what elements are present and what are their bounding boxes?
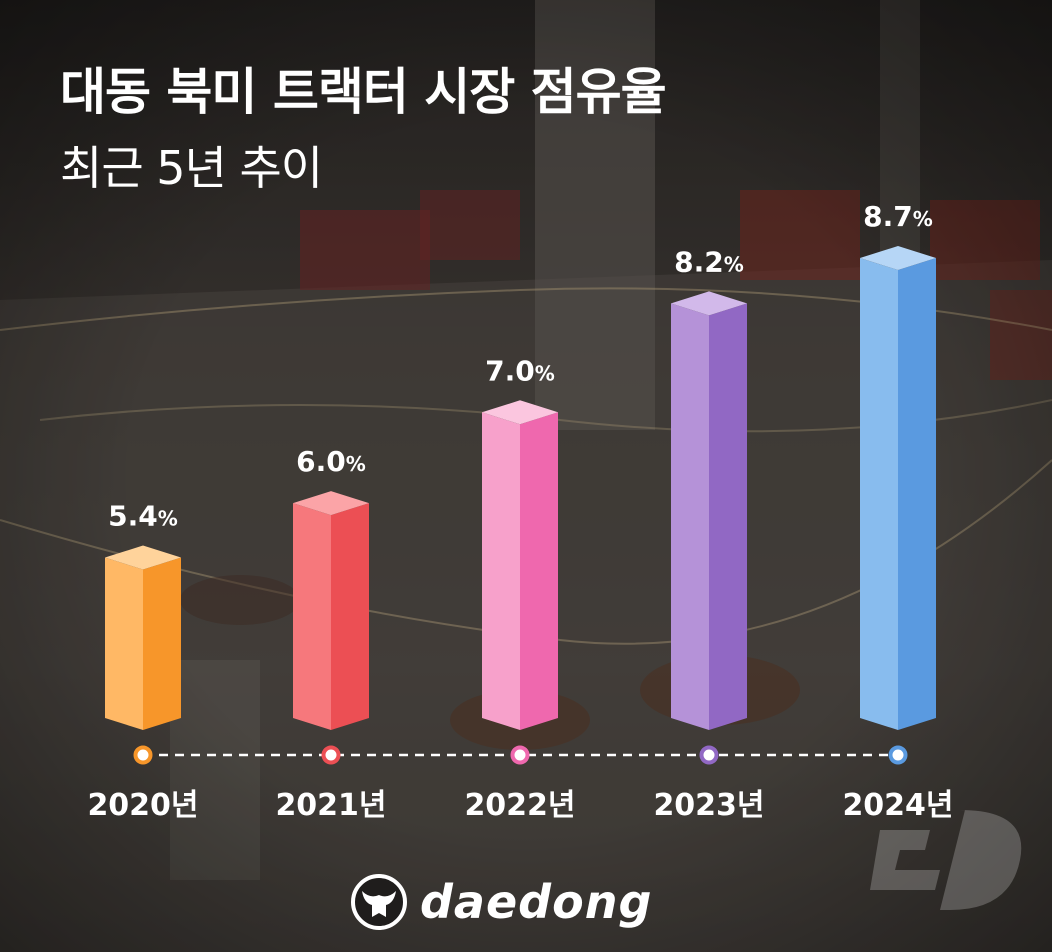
value-number: 6.0	[296, 445, 346, 478]
category-label: 2024년	[842, 788, 953, 823]
bar-right-face	[520, 412, 558, 730]
bar-left-face	[293, 503, 331, 730]
category-label: 2021년	[275, 788, 386, 823]
bars-layer	[105, 246, 936, 730]
timeline-dot	[699, 745, 719, 765]
news-watermark-icon	[870, 810, 1022, 910]
bar-right-face	[143, 557, 181, 730]
bar-left-face	[671, 303, 709, 730]
timeline-dot	[321, 745, 341, 765]
daedong-logo: daedong	[350, 872, 652, 932]
bar-right-face	[898, 258, 936, 730]
chart-subtitle: 최근 5년 추이	[60, 141, 323, 195]
bar-top-face	[860, 246, 936, 270]
chart-title: 대동 북미 트랙터 시장 점유율	[60, 63, 667, 121]
timeline-dot	[888, 745, 908, 765]
bar-top-face	[105, 545, 181, 570]
bar-top-face	[482, 400, 558, 425]
bar-2020년	[105, 545, 181, 730]
bar-left-face	[860, 258, 898, 730]
value-label: 7.0%	[485, 354, 555, 387]
value-unit: %	[724, 252, 744, 276]
bar-right-face	[331, 503, 369, 730]
timeline-dot	[510, 745, 530, 765]
labels-layer: 5.4% 2020년 6.0% 2021년 7.0% 2022년 8.2% 2023년 8.7%…	[87, 200, 953, 823]
value-unit: %	[346, 452, 366, 476]
bull-emblem-icon	[351, 874, 407, 930]
timeline-dot	[133, 745, 153, 765]
value-number: 8.7	[863, 200, 913, 233]
value-number: 7.0	[485, 354, 535, 387]
category-label: 2020년	[87, 788, 198, 823]
bar-2022년	[482, 400, 558, 730]
value-label: 5.4%	[108, 500, 178, 533]
bar-right-face	[709, 303, 747, 730]
value-number: 5.4	[108, 500, 158, 533]
value-unit: %	[913, 207, 933, 231]
value-unit: %	[158, 507, 178, 531]
bar-top-face	[293, 491, 369, 516]
bar-2023년	[671, 291, 747, 730]
bar-left-face	[482, 412, 520, 730]
value-unit: %	[535, 361, 555, 385]
bar-top-face	[671, 291, 747, 316]
value-label: 8.7%	[863, 200, 933, 233]
value-number: 8.2	[674, 245, 724, 278]
bar-2021년	[293, 491, 369, 730]
bar-left-face	[105, 557, 143, 730]
category-label: 2023년	[653, 788, 764, 823]
timeline-dots	[133, 745, 908, 765]
category-label: 2022년	[464, 788, 575, 823]
value-label: 8.2%	[674, 245, 744, 278]
bar-2024년	[860, 246, 936, 730]
logo-wordmark: daedong	[420, 875, 653, 929]
value-label: 6.0%	[296, 445, 366, 478]
